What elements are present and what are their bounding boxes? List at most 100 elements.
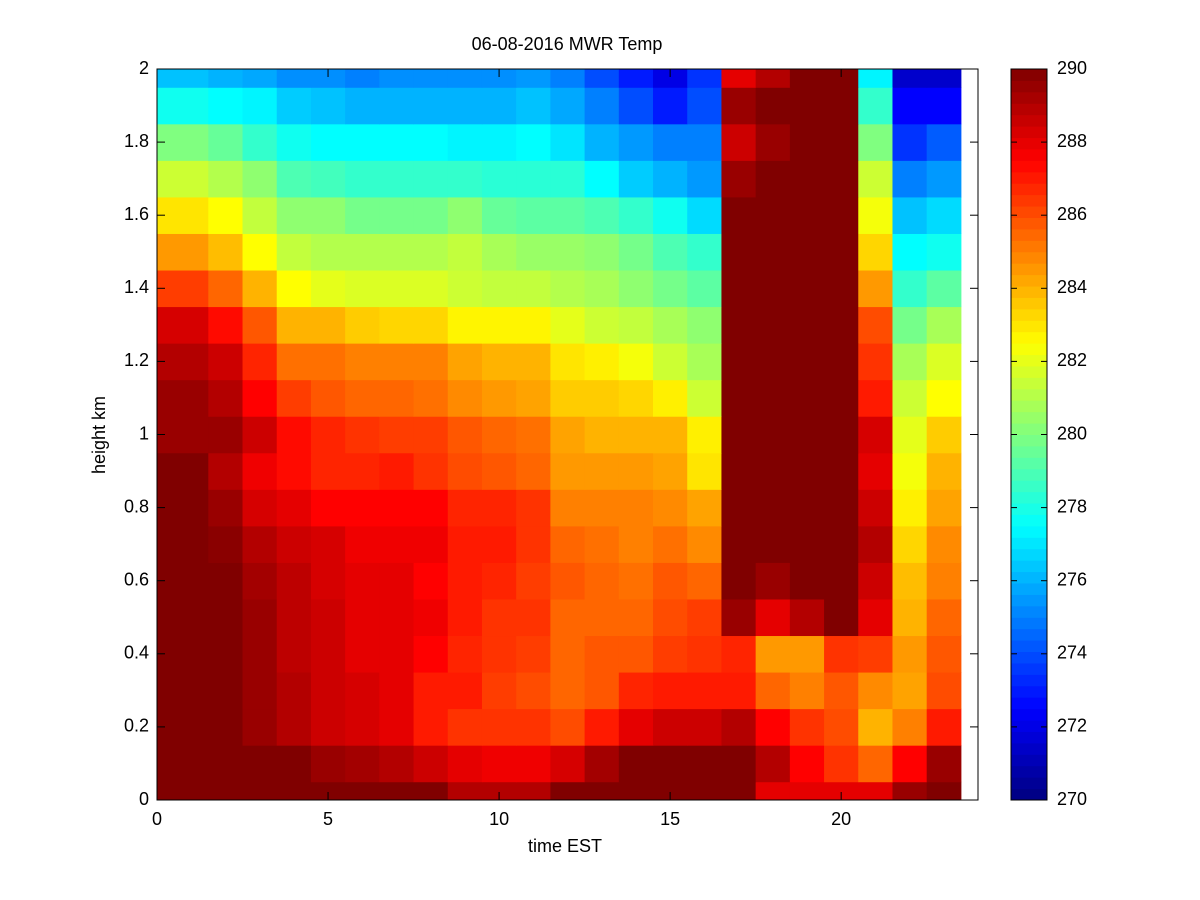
- heatmap-cell: [413, 416, 449, 454]
- heatmap-cell: [687, 123, 722, 161]
- heatmap-cell: [824, 562, 859, 600]
- heatmap-cell: [310, 233, 346, 271]
- heatmap-cell: [789, 708, 825, 746]
- colorbar-swatch: [1011, 765, 1047, 778]
- heatmap-cell: [157, 196, 209, 234]
- heatmap-cell: [208, 598, 244, 637]
- heatmap-cell: [379, 196, 415, 234]
- heatmap-cell: [824, 379, 859, 417]
- heatmap-cell: [310, 489, 346, 527]
- heatmap-cell: [824, 306, 859, 344]
- heatmap-cell: [618, 306, 654, 344]
- heatmap-cell: [618, 598, 654, 637]
- heatmap-cell: [892, 343, 928, 381]
- heatmap-cell: [157, 489, 209, 527]
- heatmap-cell: [516, 452, 551, 490]
- heatmap-cell: [858, 196, 893, 234]
- heatmap-cell: [892, 672, 928, 710]
- heatmap-cell: [310, 69, 346, 88]
- heatmap-cell: [481, 306, 517, 344]
- heatmap-cell: [310, 452, 346, 490]
- heatmap-cell: [345, 87, 380, 125]
- heatmap-cell: [242, 379, 278, 417]
- heatmap-cell: [721, 416, 757, 454]
- heatmap-cell: [208, 562, 244, 600]
- heatmap-cell: [653, 87, 688, 125]
- heatmap-cell: [584, 489, 620, 527]
- colorbar-swatch: [1011, 674, 1047, 687]
- colorbar-swatch: [1011, 69, 1047, 81]
- heatmap-cell: [242, 196, 278, 234]
- heatmap-cell: [481, 708, 517, 746]
- heatmap-cell: [687, 160, 722, 198]
- heatmap-cell: [687, 781, 722, 801]
- heatmap-cell: [242, 489, 278, 527]
- heatmap-cell: [242, 525, 278, 563]
- heatmap-cell: [824, 781, 859, 801]
- heatmap-cell: [550, 745, 586, 783]
- colorbar-swatch: [1011, 331, 1047, 344]
- heatmap-cell: [824, 160, 859, 198]
- heatmap-cell: [721, 270, 757, 308]
- heatmap-cell: [858, 306, 893, 344]
- heatmap-cell: [242, 598, 278, 637]
- colorbar-swatch: [1011, 343, 1047, 356]
- colorbar-swatch: [1011, 525, 1047, 538]
- heatmap-cell: [208, 87, 244, 125]
- colorbar-swatch: [1011, 388, 1047, 401]
- heatmap-cell: [789, 525, 825, 563]
- colorbar-swatch: [1011, 685, 1047, 698]
- heatmap-cell: [755, 69, 791, 88]
- heatmap-cell: [208, 379, 244, 417]
- heatmap-cell: [653, 489, 688, 527]
- heatmap-cell: [345, 708, 380, 746]
- heatmap-cell: [618, 452, 654, 490]
- heatmap-cell: [157, 598, 209, 637]
- heatmap-cell: [550, 452, 586, 490]
- y-tick-label: 1.8: [124, 131, 149, 151]
- heatmap-cell: [892, 123, 928, 161]
- colorbar-swatch: [1011, 594, 1047, 607]
- heatmap-cell: [413, 270, 449, 308]
- heatmap-cell: [345, 123, 380, 161]
- colorbar-swatch: [1011, 160, 1047, 173]
- heatmap-cell: [276, 160, 312, 198]
- heatmap-cell: [755, 233, 791, 271]
- heatmap-cell: [208, 196, 244, 234]
- heatmap-cell: [618, 123, 654, 161]
- colorbar-tick-label: 278: [1057, 496, 1087, 516]
- heatmap-cell: [755, 745, 791, 783]
- heatmap-cell: [310, 562, 346, 600]
- heatmap-cell: [721, 562, 757, 600]
- heatmap-cell: [345, 233, 380, 271]
- heatmap-cell: [721, 489, 757, 527]
- y-tick-label: 0.2: [124, 716, 149, 736]
- heatmap-cell: [721, 635, 757, 673]
- heatmap-cell: [824, 489, 859, 527]
- heatmap-cell: [413, 160, 449, 198]
- heatmap-cell: [481, 196, 517, 234]
- heatmap-cell: [584, 781, 620, 801]
- heatmap-cell: [379, 343, 415, 381]
- heatmap-cell: [276, 635, 312, 673]
- heatmap-cell: [584, 598, 620, 637]
- heatmap-cell: [516, 160, 551, 198]
- heatmap-cell: [276, 452, 312, 490]
- heatmap-cell: [618, 708, 654, 746]
- heatmap-cell: [721, 525, 757, 563]
- heatmap-cell: [310, 635, 346, 673]
- heatmap-cell: [379, 781, 415, 801]
- heatmap-cell: [892, 452, 928, 490]
- heatmap-cell: [653, 196, 688, 234]
- heatmap-cell: [413, 343, 449, 381]
- heatmap-cell: [516, 598, 551, 637]
- heatmap-cell: [345, 489, 380, 527]
- heatmap-cell: [789, 745, 825, 783]
- heatmap-cell: [618, 270, 654, 308]
- heatmap-cell: [242, 123, 278, 161]
- x-tick-label: 0: [152, 809, 162, 829]
- heatmap-cell: [310, 343, 346, 381]
- heatmap-cell: [481, 745, 517, 783]
- heatmap-cell: [208, 708, 244, 746]
- heatmap-cell: [721, 69, 757, 88]
